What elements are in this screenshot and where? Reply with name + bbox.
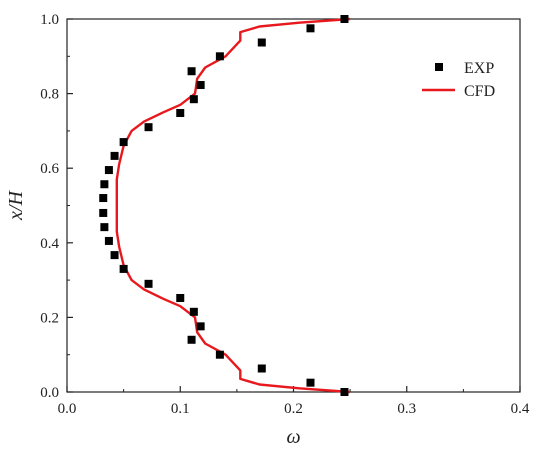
data-point-exp: [104, 236, 113, 245]
series-layer: [99, 15, 351, 396]
x-tick-label: 0.2: [284, 401, 303, 417]
data-point-exp: [340, 388, 349, 396]
data-point-exp: [306, 378, 315, 387]
legend: EXP CFD: [422, 60, 495, 100]
legend-label-exp: EXP: [464, 60, 494, 77]
data-point-exp: [196, 81, 205, 90]
data-point-exp: [215, 52, 224, 61]
data-point-exp: [119, 264, 128, 273]
data-point-exp: [100, 180, 109, 189]
data-point-exp: [99, 194, 108, 203]
data-point-exp: [306, 24, 315, 33]
data-point-exp: [196, 322, 205, 331]
data-point-exp: [187, 335, 196, 344]
plot-area: 0.0 0.1 0.2 0.3 0.4 0.0 0.2 0.4 0.6 0.8 1.0: [40, 12, 530, 417]
data-point-exp: [99, 208, 108, 217]
data-point-exp: [144, 279, 153, 288]
data-point-exp: [257, 364, 266, 373]
y-tick-label: 0.4: [40, 236, 59, 252]
y-tick-label: 0.2: [40, 310, 59, 326]
data-point-exp: [104, 166, 113, 175]
data-point-exp: [189, 95, 198, 104]
y-tick-label: 0.0: [40, 385, 59, 401]
data-point-exp: [100, 223, 109, 232]
legend-marker-exp: [435, 63, 443, 71]
data-point-exp: [176, 108, 185, 117]
data-point-exp: [110, 251, 119, 260]
data-point-exp: [144, 123, 153, 132]
y-tick-label: 1.0: [40, 12, 59, 28]
x-tick-label: 0.0: [58, 401, 77, 417]
data-point-exp: [257, 38, 266, 47]
legend-label-cfd: CFD: [464, 83, 495, 100]
data-point-exp: [176, 294, 185, 303]
x-axis-title: ω: [286, 426, 300, 448]
plot-frame: [66, 18, 521, 393]
axis-ticks: [66, 18, 521, 393]
data-point-exp: [215, 350, 224, 359]
x-tick-label: 0.4: [511, 401, 530, 417]
data-point-exp: [110, 151, 119, 160]
axis-tick-labels: 0.0 0.1 0.2 0.3 0.4 0.0 0.2 0.4 0.6 0.8 1.0: [40, 12, 530, 417]
data-point-exp: [187, 67, 196, 76]
data-point-exp: [189, 307, 198, 316]
y-axis-title: x/H: [5, 190, 27, 221]
data-point-exp: [119, 138, 128, 147]
series-line-cfd: [115, 17, 351, 394]
y-tick-label: 0.8: [40, 87, 59, 103]
x-tick-label: 0.3: [397, 401, 416, 417]
x-tick-label: 0.1: [171, 401, 190, 417]
data-point-exp: [340, 15, 349, 23]
y-tick-label: 0.6: [40, 161, 59, 177]
